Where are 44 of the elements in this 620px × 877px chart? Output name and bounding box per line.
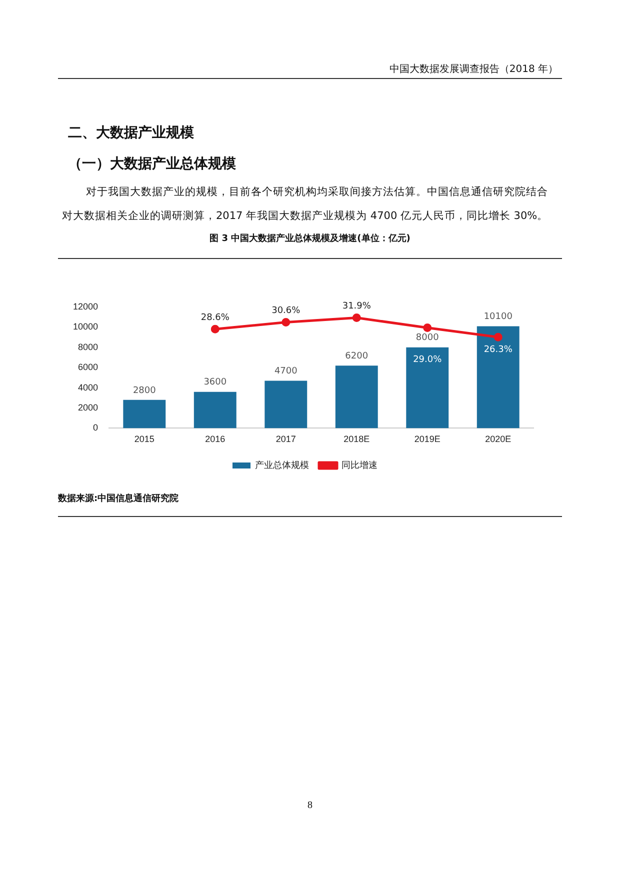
- legend-label: 产业总体规模: [255, 460, 309, 470]
- data-label: 6200: [345, 351, 368, 362]
- bar: [123, 400, 166, 428]
- bar: [335, 366, 378, 428]
- bar: [264, 380, 308, 428]
- x-tick-label: 2019E: [414, 434, 440, 444]
- text: （一）大数据产业总体规模: [68, 155, 236, 173]
- y-tick-label: 8000: [78, 342, 98, 352]
- data-label: 30.6%: [272, 306, 301, 316]
- x-tick-label: 2017: [276, 434, 296, 444]
- data-label: 29.0%: [413, 355, 442, 366]
- text: 对于我国大数据产业的规模，目前各个研究机构均采取间接方法估算。中国信息通信研究院结合对大数据相关企业的调研测算，2017 年我国大数据产业规模为 4700 亿元人民币，同比增长 30%。: [62, 185, 550, 224]
- y-tick-label: 2000: [78, 402, 98, 412]
- y-tick-label: 4000: [78, 382, 98, 392]
- chart-title: 图 3 中国大数据产业总体规模及增速(单位：亿元): [208, 232, 412, 245]
- y-tick-label: 6000: [78, 362, 98, 372]
- text: 中国大数据发展调查报告（2018 年）: [389, 62, 558, 76]
- source-note: 数据来源:中国信息通信研究院: [58, 492, 179, 505]
- x-tick-label: 2016: [205, 434, 226, 444]
- x-tick-label: 2018E: [344, 434, 370, 444]
- data-label: 31.9%: [342, 302, 372, 312]
- data-label: 2800: [132, 386, 156, 396]
- y-tick-label: 0: [93, 422, 98, 433]
- data-label: 28.6%: [200, 313, 230, 324]
- text: 8: [306, 800, 314, 811]
- point: [494, 332, 502, 342]
- data-label: 10100: [484, 312, 513, 322]
- x-tick-label: 2020E: [485, 434, 512, 444]
- text: 二、大数据产业规模: [68, 124, 194, 142]
- bar: [476, 326, 520, 428]
- bar: [406, 347, 449, 428]
- data-label: 8000: [416, 333, 440, 344]
- data-label: 4700: [274, 366, 298, 377]
- data-label: 26.3%: [484, 344, 513, 355]
- y-tick-label: 10000: [72, 322, 98, 332]
- x-tick-label: 2015: [134, 434, 154, 444]
- legend-label: 同比增速: [342, 460, 378, 470]
- point: [210, 324, 220, 334]
- point: [423, 324, 432, 332]
- bar: [194, 392, 236, 428]
- point: [282, 318, 290, 326]
- point: [352, 313, 361, 322]
- data-label: 3600: [204, 378, 227, 388]
- y-tick-label: 12000: [72, 301, 98, 312]
